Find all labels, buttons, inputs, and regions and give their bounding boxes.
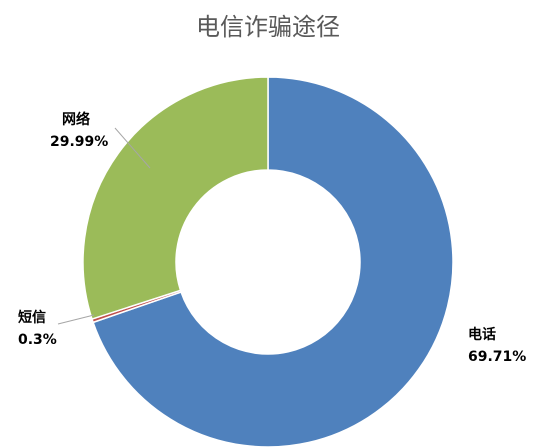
category-label: 电话: [468, 326, 496, 343]
leader-line: [114, 127, 151, 169]
leader-line: [57, 314, 95, 325]
value-label: 0.3%: [18, 332, 57, 348]
value-label: 69.71%: [468, 349, 526, 365]
slice: [82, 76, 269, 321]
chart-title: 电信诈骗途径: [196, 13, 340, 41]
category-label: 网络: [62, 111, 90, 128]
category-label: 短信: [18, 309, 46, 326]
slice: [92, 76, 454, 447]
value-label: 29.99%: [50, 134, 108, 150]
donut: [82, 76, 454, 447]
